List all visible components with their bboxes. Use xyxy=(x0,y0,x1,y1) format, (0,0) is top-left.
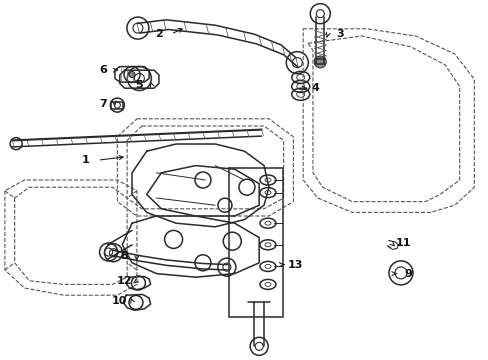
Text: 7: 7 xyxy=(99,99,106,109)
Text: 6: 6 xyxy=(99,65,106,75)
Text: 9: 9 xyxy=(404,269,411,279)
Text: 10: 10 xyxy=(112,296,127,306)
Text: 5: 5 xyxy=(135,80,143,90)
Circle shape xyxy=(314,56,325,68)
Text: 8: 8 xyxy=(121,251,128,261)
Text: 3: 3 xyxy=(335,29,343,39)
Text: 11: 11 xyxy=(395,238,410,248)
Circle shape xyxy=(129,72,135,77)
Text: 1: 1 xyxy=(81,155,89,165)
Text: 12: 12 xyxy=(117,276,132,286)
Text: 13: 13 xyxy=(287,260,303,270)
Text: 2: 2 xyxy=(155,29,163,39)
Text: 4: 4 xyxy=(311,83,319,93)
